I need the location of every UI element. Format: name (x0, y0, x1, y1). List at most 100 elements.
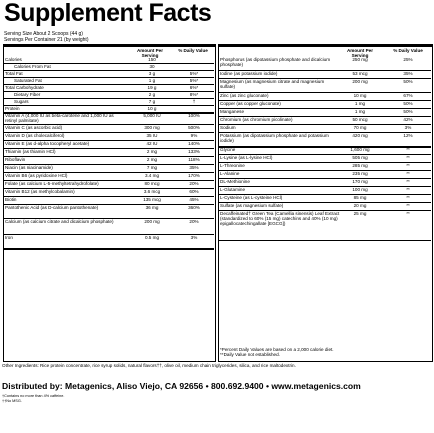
distributed-by: Distributed by: Metagenics, Aliso Viejo,… (2, 381, 361, 391)
serving-size: Serving Size About 2 Scoops (44 g) (4, 31, 83, 37)
left-amount-header: Amount Per Serving (136, 48, 164, 59)
nutrient-name: DL-Methionine (220, 178, 250, 184)
nutrient-daily-value: 500% (188, 124, 200, 130)
nutrient-name: Dietary Fiber (14, 91, 41, 97)
nutrient-amount: 53 mcg (352, 70, 368, 76)
nutrient-row: Iodine (as potassium iodide) 53 mcg 35% (219, 70, 431, 79)
nutrient-amount: 200 mg (352, 78, 368, 84)
nutrient-name: Calories From Fat (14, 63, 51, 69)
nutrient-amount: 505 mg (352, 154, 368, 160)
nutrient-daily-value: ** (406, 194, 410, 200)
nutrient-daily-value: 20% (189, 218, 199, 224)
nutrient-daily-value: 140% (188, 140, 200, 146)
nutrient-daily-value: 12% (403, 132, 413, 138)
nutrient-row: L-Glutamine 100 mg ** (219, 186, 431, 195)
nutrient-daily-value: 25% (403, 56, 413, 62)
nutrient-amount: 70 mg (353, 124, 367, 130)
nutrient-row: Vitamin D (as cholecalciferol) 35 IU 9% (4, 132, 214, 141)
nutrient-name: Phosphorus (as dipotassium phosphate and… (220, 56, 331, 67)
nutrient-row: Sulfate (as magnesium sulfate) 20 mg ** (219, 202, 431, 211)
nutrient-amount: 235 mg (352, 170, 368, 176)
nutrient-row: Manganese 1 mg 50% (219, 108, 431, 117)
nutrient-amount: 1 mg (354, 100, 366, 106)
left-dv-header: % Daily Value (178, 48, 208, 53)
right-top-bar (218, 44, 432, 47)
nutrient-daily-value: ** (406, 162, 410, 168)
nutrient-daily-value: 60% (189, 188, 199, 194)
msg-note: ††No MSG. (2, 398, 22, 403)
nutrient-amount: 135 mcg (143, 196, 161, 202)
nutrient-amount: 0.5 mg (144, 234, 160, 240)
nutrient-row: Chromium (as chromium picolinate) 50 mcg 4… (219, 116, 431, 125)
nutrient-daily-value: 3% (190, 234, 198, 240)
caffeine-note: †Contains no more than 4% caffeine. (2, 394, 65, 398)
right-dv-header: % Daily Value (393, 48, 423, 53)
nutrient-amount: 7 mg (146, 164, 158, 170)
nutrient-name: Magnesium (as magnesium citrate and magn… (220, 78, 325, 89)
nutrient-amount: 2 mg (146, 148, 158, 154)
nutrient-name: Biotin (5, 196, 17, 202)
nutrient-name: Thiamin (as thiamin HCl) (5, 148, 56, 154)
nutrient-amount: 300 mg (144, 124, 160, 130)
nutrient-row: Decaffeinated† Green Tea (Camellia sinen… (219, 210, 431, 241)
nutrient-name: L-Glutamine (220, 186, 246, 192)
nutrient-row: Zinc (as zinc gluconate) 10 mg 67% (219, 92, 431, 101)
nutrient-row: Total Carbohydrate 19 g 6%* (4, 84, 214, 92)
nutrient-amount: 36 mg (145, 204, 159, 210)
nutrient-amount: 50 mcg (352, 116, 368, 122)
nutrient-name: Vitamin B12 (as methylcobalamin) (5, 188, 75, 194)
nutrient-name: Total Fat (5, 70, 23, 76)
nutrient-row: Folate (as calcium L-5-methyltetrahydrof… (4, 180, 214, 189)
nutrient-daily-value: 20% (189, 180, 199, 186)
nutrient-amount: 3 g (148, 70, 156, 76)
nutrient-name: Vitamin D (as cholecalciferol) (5, 132, 65, 138)
nutrient-row: Glycine 1,600 mg ** (219, 146, 431, 155)
nutrient-amount: 2 g (148, 91, 156, 97)
nutrient-amount: 2 mg (146, 156, 158, 162)
nutrient-amount: 42 IU (146, 140, 158, 146)
nutrient-row: Total Fat 3 g 5%* (4, 70, 214, 78)
serving-info: Serving Size About 2 Scoops (44 g) Servi… (4, 31, 89, 43)
nutrient-daily-value: 133% (188, 148, 200, 154)
nutrient-name: Calcium (as calcium citrate and dicalciu… (5, 218, 114, 224)
nutrient-amount: 3.6 mcg (143, 188, 161, 194)
nutrient-daily-value: 35% (403, 70, 413, 76)
nutrient-daily-value: 67% (403, 92, 413, 98)
nutrient-daily-value: ** (406, 146, 410, 152)
footnote-dv-not-established: **Daily Value not established. (220, 352, 280, 357)
nutrient-row: L-Threonine 285 mg ** (219, 162, 431, 171)
nutrient-name: Folate (as calcium L-5-methyltetrahydrof… (5, 180, 99, 186)
nutrient-name: Sugars (14, 98, 29, 104)
nutrient-daily-value: † (192, 98, 196, 104)
nutrient-row: Iron 0.5 mg 3% (4, 234, 214, 250)
nutrient-row: Riboflavin 2 mg 118% (4, 156, 214, 165)
nutrient-daily-value: 6%* (189, 84, 199, 90)
nutrient-amount: 150 (148, 56, 156, 62)
nutrient-row: Calcium (as calcium citrate and dicalciu… (4, 218, 214, 235)
footnotes: †Contains no more than 4% caffeine. ††No… (2, 394, 64, 403)
nutrient-amount: 19 g (147, 84, 157, 90)
nutrient-row: Vitamin B12 (as methylcobalamin) 3.6 mcg 6… (4, 188, 214, 197)
nutrient-row: L-Cysteine (as L-cysteine HCl) 85 mg ** (219, 194, 431, 203)
nutrient-amount: 10 mg (353, 92, 367, 98)
nutrient-daily-value: 42% (403, 116, 413, 122)
nutrient-amount: 1,600 mg (350, 146, 370, 152)
nutrient-amount: 7 g (148, 98, 156, 104)
nutrient-name: Vitamin C (as ascorbic acid) (5, 124, 63, 130)
nutrient-name: Sodium (220, 124, 236, 130)
left-facts-table: Calories 150 Calories From Fat 30 Total Fat 3… (4, 56, 214, 356)
nutrient-row: L-Lysine (as L-lysine HCl) 505 mg ** (219, 154, 431, 163)
nutrient-row: Saturated Fat 1 g 5%* (4, 77, 214, 85)
nutrient-row: Niacin (as niacinamide) 7 mg 35% (4, 164, 214, 173)
nutrient-amount: 85 mg (353, 194, 367, 200)
nutrient-daily-value: 360% (188, 204, 200, 210)
nutrient-daily-value: ** (406, 154, 410, 160)
right-facts-table: Phosphorus (as dipotassium phosphate and… (219, 56, 431, 346)
left-top-bar (3, 44, 215, 47)
nutrient-amount: 420 mg (352, 132, 368, 138)
nutrient-row: Biotin 135 mcg 45% (4, 196, 214, 205)
nutrient-name: Manganese (220, 108, 245, 114)
nutrient-row: Copper (as copper gluconate) 1 mg 50% (219, 100, 431, 109)
nutrient-row: Magnesium (as magnesium citrate and magn… (219, 78, 431, 93)
nutrient-daily-value: 3% (404, 124, 412, 130)
